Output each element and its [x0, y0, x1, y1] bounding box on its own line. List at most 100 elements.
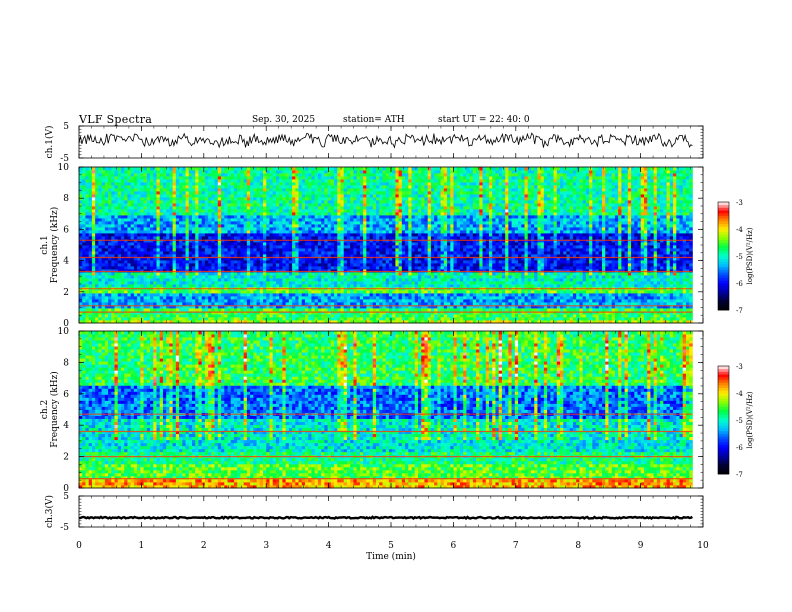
spectrogram-cell: [124, 278, 128, 282]
spectrogram-cell: [204, 251, 209, 255]
spectrogram-cell: [637, 275, 642, 279]
spectrogram-cell: [263, 308, 267, 312]
spectrogram-cell: [572, 260, 577, 264]
spectrogram-cell: [685, 299, 690, 303]
spectrogram-cell: [314, 251, 319, 255]
spectrogram-cell: [356, 284, 361, 288]
spectrogram-cell: [263, 275, 267, 279]
spectrogram-cell: [233, 257, 238, 261]
spectrogram-cell: [101, 242, 106, 246]
spectrogram-cell: [450, 251, 454, 255]
spectrogram-cell: [133, 317, 138, 321]
spectrogram-cell: [443, 293, 448, 297]
spectrogram-cell: [560, 293, 564, 297]
spectrogram-cell: [569, 299, 574, 303]
spectrogram-cell: [159, 254, 164, 258]
spectrogram-cell: [540, 317, 545, 321]
spectrogram-cell: [363, 317, 367, 321]
spectrogram-cell: [350, 293, 354, 297]
spectrogram-cell: [524, 281, 529, 285]
spectrogram-cell: [560, 281, 564, 285]
spectrogram-cell: [324, 284, 328, 288]
spectrogram-cell: [314, 248, 319, 252]
spectrogram-cell: [566, 308, 571, 312]
spectrogram-cell: [450, 317, 454, 321]
spectrogram-cell: [521, 284, 525, 288]
spectrogram-cell: [324, 302, 328, 306]
spectrogram-cell: [359, 251, 364, 255]
spectrogram-cell: [185, 254, 190, 258]
spectrogram-cell: [408, 269, 412, 273]
spectrogram-cell: [230, 302, 235, 306]
spectrogram-cell: [91, 302, 96, 306]
spectrogram-cell: [101, 293, 106, 297]
spectrogram-cell: [317, 254, 322, 258]
spectrogram-cell: [124, 317, 128, 321]
spectrogram-cell: [624, 266, 629, 270]
spectrogram-cell: [295, 320, 299, 324]
spectrogram-cell: [208, 242, 212, 246]
spectrogram-cell: [237, 281, 241, 285]
spectrogram-cell: [492, 266, 496, 270]
spectrogram-cell: [537, 263, 542, 267]
spectrogram-cell: [466, 305, 471, 309]
spectrogram-cell: [227, 284, 232, 288]
spectrogram-cell: [369, 275, 374, 279]
spectrogram-cell: [585, 269, 590, 273]
spectrogram-cell: [227, 293, 232, 297]
spectrogram-cell: [198, 272, 203, 276]
spectrogram-cell: [153, 296, 157, 300]
spectrogram-cell: [311, 281, 316, 285]
spectrogram-cell: [204, 290, 209, 294]
spectrogram-cell: [501, 272, 506, 276]
spectrogram-cell: [169, 284, 174, 288]
spectrogram-cell: [204, 242, 209, 246]
spectrogram-cell: [530, 284, 535, 288]
spectrogram-cell: [450, 293, 454, 297]
spectrogram-cell: [266, 299, 270, 303]
spectrogram-cell: [598, 296, 603, 300]
spectrogram-cell: [421, 308, 425, 312]
spectrogram-cell: [275, 251, 280, 255]
spectrogram-cell: [169, 248, 174, 252]
spectrogram-cell: [563, 296, 567, 300]
spectrogram-cell: [201, 302, 206, 306]
spectrogram-cell: [669, 281, 674, 285]
spectrogram-cell: [285, 251, 290, 255]
spectrogram-cell: [395, 284, 400, 288]
spectrogram-cell: [589, 257, 593, 261]
spectrogram-cell: [98, 320, 102, 324]
spectrogram-cell: [679, 272, 684, 276]
spectrogram-cell: [327, 248, 332, 252]
spectrogram-cell: [456, 302, 461, 306]
spectrogram-cell: [311, 254, 316, 258]
spectrogram-cell: [327, 269, 332, 273]
spectrogram-cell: [647, 308, 651, 312]
spectrogram-cell: [259, 290, 264, 294]
spectrogram-cell: [130, 320, 135, 324]
spectrogram-cell: [172, 281, 177, 285]
spectrogram-cell: [79, 263, 83, 267]
spectrogram-cell: [585, 281, 590, 285]
spectrogram-cell: [85, 317, 90, 321]
spectrogram-cell: [572, 257, 577, 261]
spectrogram-cell: [543, 281, 548, 285]
spectrogram-cell: [243, 269, 248, 273]
spectrogram-cell: [614, 263, 619, 267]
spectrogram-cell: [114, 275, 119, 279]
spectrogram-cell: [285, 281, 290, 285]
spectrogram-cell: [246, 320, 251, 324]
spectrogram-cell: [676, 308, 680, 312]
spectrogram-cell: [166, 257, 170, 261]
spectrogram-cell: [266, 296, 270, 300]
spectrogram-cell: [233, 242, 238, 246]
spectrogram-cell: [88, 320, 93, 324]
spectrogram-cell: [521, 257, 525, 261]
spectrogram-cell: [408, 257, 412, 261]
spectrogram-cell: [456, 317, 461, 321]
spectrogram-cell: [130, 260, 135, 264]
spectrogram-cell: [550, 260, 554, 264]
spectrogram-cell: [543, 275, 548, 279]
spectrogram-cell: [263, 305, 267, 309]
spectrogram-cell: [214, 275, 219, 279]
